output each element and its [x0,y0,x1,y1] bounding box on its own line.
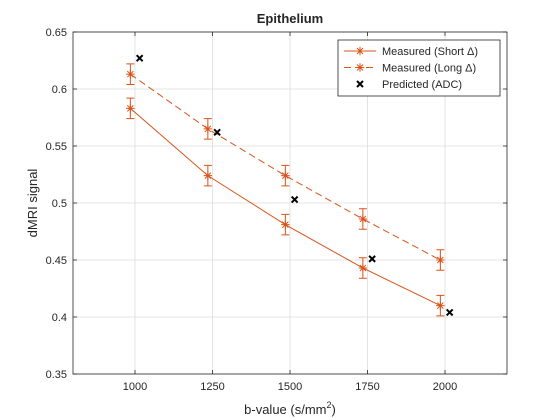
data-point [445,308,454,317]
y-tick-label: 0.55 [46,141,67,153]
legend-entry: Measured (Long Δ) [344,63,476,75]
data-point [126,104,135,113]
y-tick-label: 0.65 [46,27,67,39]
data-point [203,124,213,134]
legend-label: Predicted (ADC) [382,79,462,91]
y-tick-label: 0.45 [46,255,67,267]
legend-box [337,39,501,97]
legend-entry: Predicted (ADC) [356,79,462,91]
data-point [135,54,144,62]
x-tick-label: 1500 [278,381,302,393]
data-point [358,263,368,273]
x-tick-label: 1750 [355,381,379,393]
x-axis-label-main: b-value (s/mm [244,402,326,417]
x-tick-label: 2000 [433,381,457,393]
legend-entry: Measured (Short Δ) [344,46,478,58]
data-point [368,255,376,263]
series-3 [135,54,454,317]
data-point [126,69,135,79]
axes: 1000 1250 1500 1750 2000 0.35 0.4 0.45 0.5 0.55 0.… [46,27,507,393]
legend-marker [355,63,365,72]
data-point [213,128,221,137]
legend-label: Measured (Short Δ) [382,46,478,58]
x-axis-label-superscript: 2 [327,400,332,410]
x-tick-label: 1250 [200,381,224,393]
data-point [281,220,290,229]
data-point [290,195,299,204]
legend-marker [356,80,364,88]
series-line [130,73,441,261]
series-2 [126,63,445,271]
data-point [436,255,445,265]
x-axis-label-close: ) [332,402,336,417]
y-tick-label: 0.5 [52,198,67,210]
data-point [281,171,290,180]
data-point [203,171,213,180]
y-tick-label: 0.4 [52,312,67,324]
y-tick-label: 0.6 [52,84,67,96]
y-axis-label: dMRI signal [25,169,40,238]
chart-title: Epithelium [257,11,323,26]
y-tick-label: 0.35 [46,369,67,381]
data-point [436,301,445,310]
series-1 [126,97,445,317]
series-layer [126,54,454,317]
data-point [358,214,368,224]
legend: Measured (Short Δ) Measured (Long Δ) Predi… [337,39,501,97]
x-tick-label: 1000 [123,381,147,393]
x-axis-label: b-value (s/mm2) [244,400,336,417]
legend-label: Measured (Long Δ) [382,63,476,75]
legend-marker [355,46,365,56]
